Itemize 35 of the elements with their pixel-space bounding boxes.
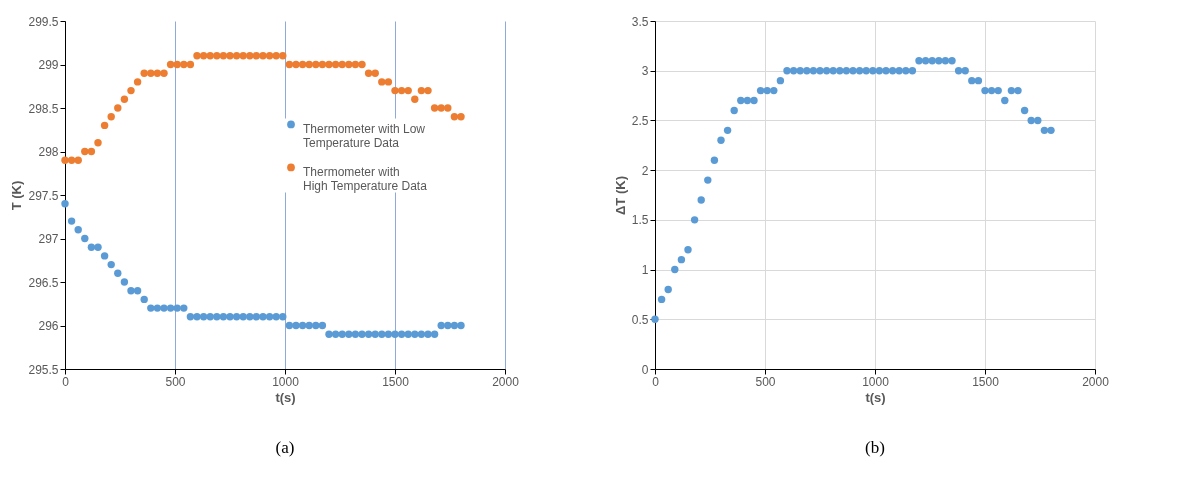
legend-label: Thermometer with Low Temperature Data (303, 122, 426, 151)
y-tick-label: 2 (641, 163, 649, 178)
x-tick-label: 1000 (272, 374, 300, 389)
y-tick-label: 298 (38, 145, 59, 159)
y-tick-label: 299 (38, 58, 59, 72)
y-tick-label: 295.5 (28, 362, 59, 377)
y-tick-label: 297 (38, 232, 59, 246)
x-tick-label: 500 (165, 374, 186, 389)
x-tick-label: 1000 (862, 374, 890, 389)
text: (a) (275, 438, 295, 457)
y-tick-label: 0 (641, 362, 649, 377)
y-tick-label: 0.5 (631, 312, 649, 327)
text: (b) (865, 438, 885, 457)
y-tick-label: 1.5 (631, 213, 649, 228)
y-tick-label: 296.5 (28, 275, 59, 290)
y-tick-label: 297.5 (28, 188, 59, 203)
y-axis-title: T (K) (9, 180, 25, 211)
y-tick-label: 296 (38, 319, 59, 333)
x-tick-label: 2000 (492, 374, 520, 389)
y-tick-label: 3 (641, 64, 649, 79)
x-tick-label: 0 (652, 374, 660, 389)
x-tick-label: 500 (755, 374, 776, 389)
legend-label: Thermometer with High Temperature Data (303, 165, 428, 194)
y-tick-label: 3.5 (631, 14, 649, 29)
y-axis-title: ΔT (K) (612, 176, 628, 215)
y-tick-label: 2.5 (631, 113, 649, 128)
x-tick-label: 1500 (382, 374, 410, 389)
x-tick-label: 1500 (972, 374, 1000, 389)
y-tick-label: 299.5 (28, 14, 59, 29)
x-axis-title: t(s) (275, 389, 296, 405)
x-tick-label: 0 (62, 374, 70, 389)
y-tick-label: 1 (641, 263, 649, 278)
x-axis-title: t(s) (865, 389, 886, 405)
x-tick-label: 2000 (1082, 374, 1110, 389)
y-tick-label: 298.5 (28, 101, 59, 116)
